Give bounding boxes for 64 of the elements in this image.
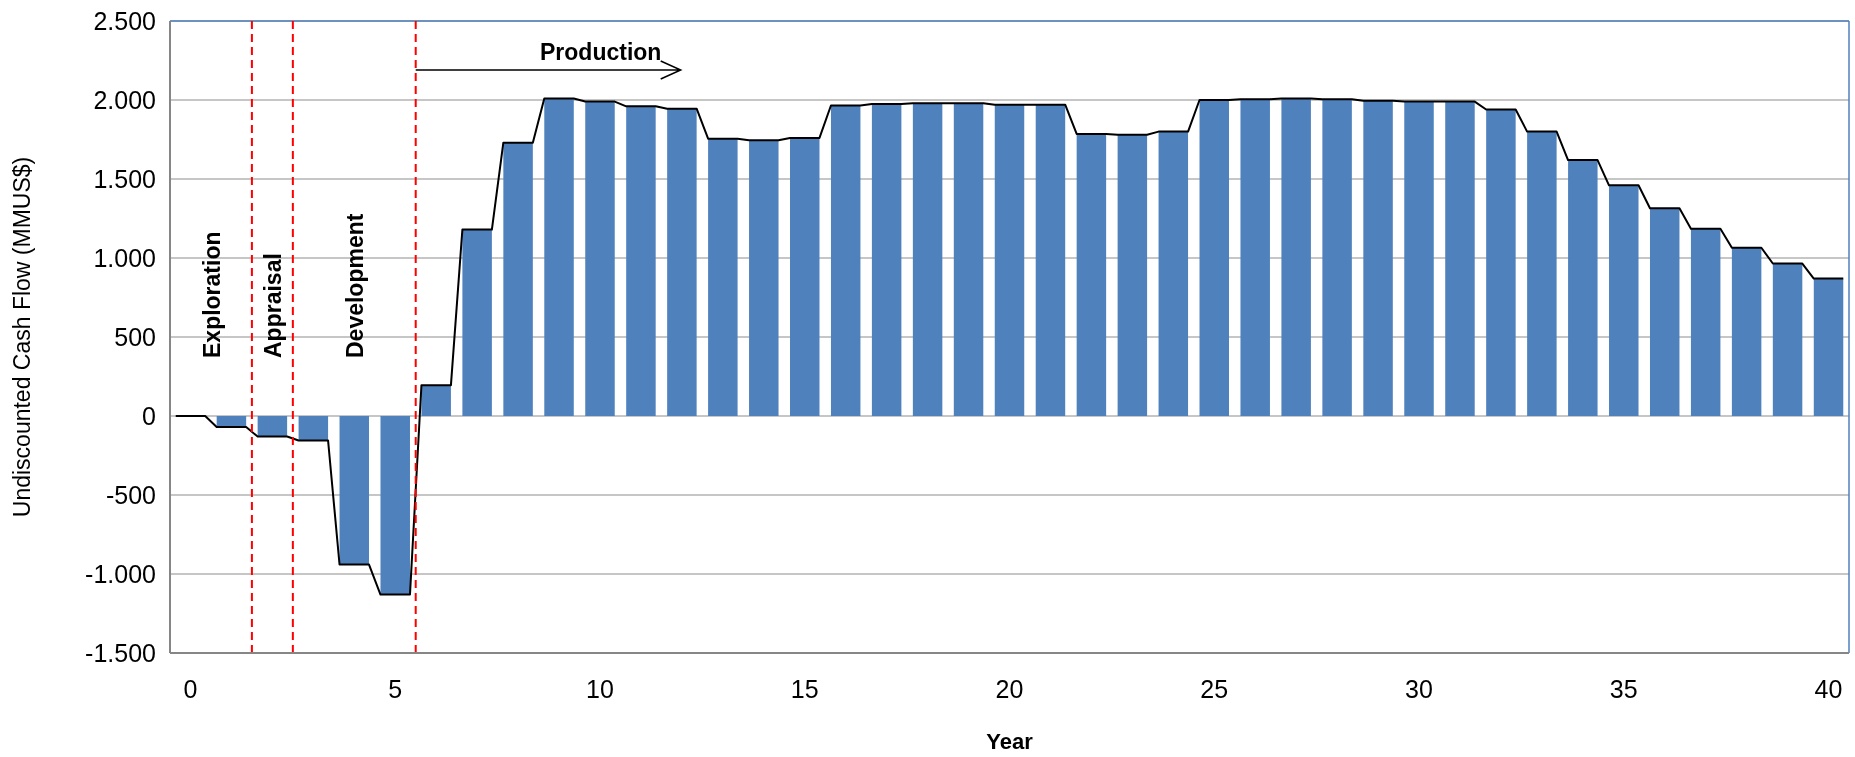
bar: [1527, 131, 1557, 416]
bar: [1813, 278, 1844, 416]
bar: [749, 140, 779, 416]
bar: [994, 104, 1025, 416]
bar: [339, 416, 370, 565]
bar: [421, 385, 451, 416]
bar: [1690, 228, 1721, 416]
y-tick-label: 2.500: [93, 6, 156, 35]
y-tick-label: -500: [105, 480, 156, 509]
bar: [1240, 99, 1270, 416]
x-tick-label: 20: [995, 675, 1024, 703]
bar: [871, 103, 902, 416]
bar: [298, 416, 329, 441]
bar: [503, 142, 533, 416]
bar: [1363, 100, 1393, 416]
y-tick-label: 0: [142, 401, 156, 430]
bar: [1609, 185, 1639, 416]
x-tick-label: 30: [1405, 675, 1433, 703]
y-axis-title: Undiscounted Cash Flow (MMUS$): [9, 156, 35, 518]
bar: [1568, 160, 1598, 416]
x-tick-label: 15: [790, 675, 819, 703]
annotation: Appraisal: [260, 253, 287, 358]
bar: [790, 137, 820, 416]
y-tick-label: 1.500: [93, 164, 156, 193]
bar: [1486, 109, 1516, 416]
bar: [462, 229, 492, 416]
bar: [953, 103, 984, 416]
y-tick-label: 2.000: [93, 85, 156, 114]
y-tick-label: 500: [114, 322, 156, 351]
x-tick-label: 40: [1814, 675, 1843, 703]
bar: [1281, 98, 1311, 416]
bar: [1035, 104, 1066, 416]
bar: [1772, 263, 1803, 416]
bar: [1158, 131, 1189, 416]
annotation: Development: [342, 213, 369, 358]
bar: [708, 138, 738, 416]
bar: [1731, 247, 1762, 416]
bar: [667, 108, 697, 416]
y-tick-label: 1.000: [93, 243, 156, 272]
bar: [585, 101, 615, 416]
bar: [1649, 208, 1680, 416]
bar: [626, 106, 656, 416]
bar: [257, 416, 288, 437]
annotation: Exploration: [198, 231, 225, 358]
x-tick-label: 5: [388, 675, 403, 703]
bar: [1117, 134, 1148, 416]
bar: [544, 98, 574, 416]
bar: [1322, 99, 1352, 416]
y-tick-label: -1.000: [85, 559, 156, 588]
line-series: [174, 97, 1845, 596]
bar: [830, 105, 861, 416]
bar: [912, 103, 943, 416]
y-tick-label: -1.500: [85, 638, 156, 667]
x-tick-label: 25: [1200, 675, 1229, 703]
x-axis-title: Year: [986, 729, 1034, 754]
annotation: Production: [540, 39, 662, 66]
bar: [1199, 100, 1229, 416]
x-tick-label: 0: [183, 675, 198, 703]
bar: [1076, 133, 1107, 416]
bar: [380, 416, 410, 595]
x-tick-label: 10: [586, 675, 614, 703]
bar: [1445, 101, 1475, 416]
bar: [1404, 101, 1434, 416]
x-tick-label: 35: [1609, 675, 1638, 703]
